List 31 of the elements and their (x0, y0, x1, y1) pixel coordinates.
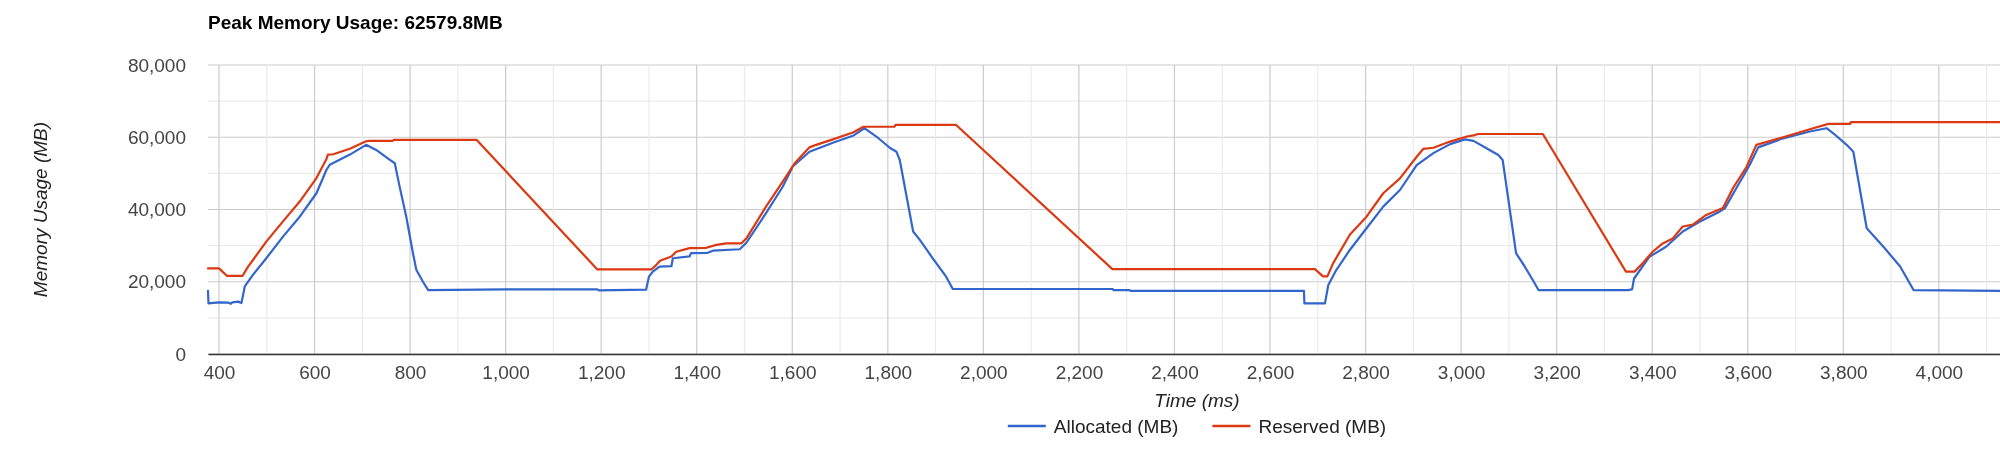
x-tick-label: 4,000 (1915, 362, 1964, 384)
x-tick-label: 400 (203, 362, 236, 384)
y-tick-label: 20,000 (127, 271, 186, 293)
y-tick-label: 40,000 (127, 199, 186, 221)
x-tick-label: 1,600 (769, 362, 817, 384)
x-tick-label: 600 (299, 362, 331, 384)
x-tick-label: 3,000 (1437, 362, 1486, 384)
line-series (206, 120, 2000, 278)
x-tick-label: 800 (394, 362, 427, 384)
y-tick-label: 80,000 (127, 54, 186, 76)
legend-label: Reserved (MB) (1258, 416, 1387, 437)
x-tick-label: 3,400 (1628, 362, 1677, 384)
x-tick-label: 3,600 (1724, 362, 1773, 384)
x-tick-label: 2,600 (1246, 362, 1295, 384)
x-tick-label: 2,200 (1055, 362, 1104, 384)
line-series (206, 127, 2000, 305)
x-tick-label: 2,000 (960, 362, 1008, 384)
legend-label: Allocated (MB) (1053, 416, 1179, 437)
y-axis-title: Memory Usage (MB) (30, 121, 51, 298)
x-tick-label: 3,200 (1533, 362, 1581, 384)
x-tick-label: 1,200 (577, 362, 626, 384)
x-tick-label: 2,400 (1151, 362, 1199, 384)
y-tick-label: 60,000 (127, 126, 186, 148)
x-tick-label: 1,400 (673, 362, 721, 384)
x-tick-label: 1,800 (864, 362, 913, 384)
x-tick-label: 3,800 (1820, 362, 1868, 384)
x-tick-label: 2,800 (1342, 362, 1390, 384)
chart-title: Peak Memory Usage: 62579.8MB (208, 12, 503, 33)
x-tick-label: 1,000 (482, 362, 530, 384)
x-axis-title: Time (ms) (1154, 390, 1240, 411)
y-tick-label: 0 (175, 343, 186, 365)
